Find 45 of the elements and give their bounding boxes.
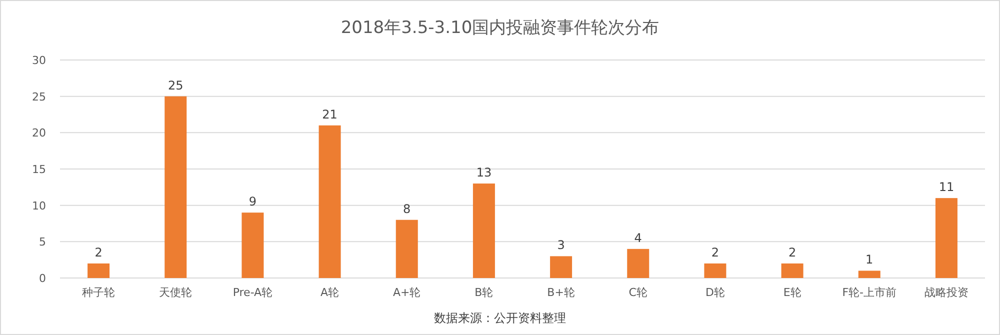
data-label: 8 bbox=[403, 202, 411, 216]
y-tick-label: 5 bbox=[39, 236, 46, 249]
x-tick-label: Pre-A轮 bbox=[232, 286, 273, 299]
data-label: 9 bbox=[248, 194, 257, 209]
x-tick-label: B+轮 bbox=[547, 286, 575, 299]
data-label: 2 bbox=[94, 245, 102, 260]
x-tick-label: 种子轮 bbox=[82, 286, 116, 299]
x-tick-label: F轮-上市前 bbox=[842, 286, 897, 299]
x-tick-label: D轮 bbox=[705, 286, 725, 299]
bar bbox=[396, 220, 418, 278]
bar bbox=[858, 270, 880, 278]
y-tick-label: 10 bbox=[32, 199, 46, 212]
bar bbox=[164, 96, 187, 278]
x-tick-label: 天使轮 bbox=[159, 286, 192, 299]
data-label: 3 bbox=[557, 238, 565, 252]
bar bbox=[242, 212, 264, 278]
data-label: 2 bbox=[788, 245, 796, 260]
x-tick-label: B轮 bbox=[474, 286, 494, 299]
bar bbox=[318, 125, 341, 278]
bar bbox=[472, 184, 495, 278]
x-tick-label: E轮 bbox=[783, 286, 802, 299]
y-tick-label: 25 bbox=[32, 90, 46, 104]
bar bbox=[781, 263, 804, 278]
y-tick-label: 15 bbox=[32, 163, 46, 176]
data-label: 4 bbox=[634, 230, 642, 245]
y-tick-label: 20 bbox=[32, 126, 46, 140]
bar bbox=[704, 263, 726, 278]
x-tick-label: C轮 bbox=[628, 286, 648, 299]
data-label: 21 bbox=[322, 107, 338, 122]
bar bbox=[88, 263, 110, 278]
bar bbox=[627, 248, 650, 278]
data-label: 2 bbox=[711, 245, 720, 260]
x-tick-label: A+轮 bbox=[393, 286, 421, 299]
data-label: 11 bbox=[938, 180, 954, 194]
y-tick-label: 30 bbox=[32, 54, 46, 67]
source-note: 数据来源：公开资料整理 bbox=[434, 311, 566, 325]
bar bbox=[935, 198, 958, 278]
chart-title: 2018年3.5-3.10国内投融资事件轮次分布 bbox=[340, 18, 660, 38]
x-tick-label: A轮 bbox=[320, 286, 340, 299]
x-tick-label: 战略投资 bbox=[924, 286, 968, 299]
bar bbox=[550, 256, 572, 278]
data-label: 1 bbox=[866, 252, 874, 267]
y-tick-label: 0 bbox=[39, 272, 46, 285]
data-label: 13 bbox=[476, 166, 492, 180]
data-label: 25 bbox=[168, 78, 184, 92]
